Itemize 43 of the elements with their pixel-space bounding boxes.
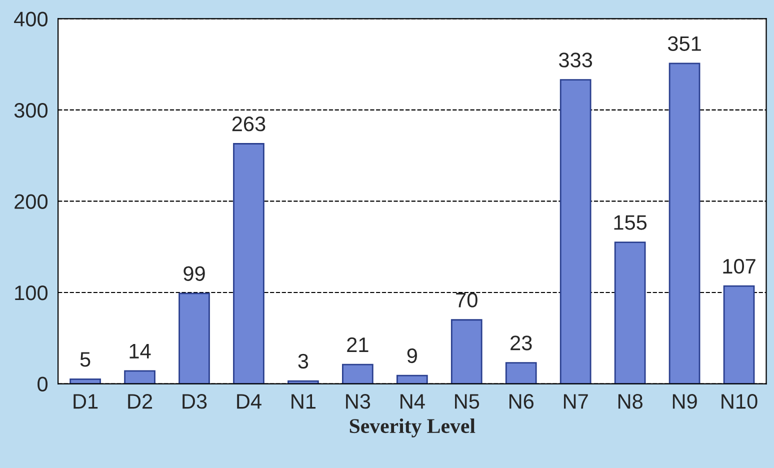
x-tick-label: N7 xyxy=(564,394,588,409)
y-tick-label: 100 xyxy=(15,286,48,300)
data-label: 3 xyxy=(298,354,308,369)
data-label: 5 xyxy=(80,352,90,367)
x-tick-label: D2 xyxy=(128,394,152,409)
bar xyxy=(668,62,700,384)
x-tick-label: N9 xyxy=(672,394,697,409)
x-tick-label: N1 xyxy=(292,394,316,409)
bar xyxy=(723,285,755,384)
x-axis-title: Severity Level xyxy=(350,418,476,438)
x-tick-label: N10 xyxy=(722,394,758,409)
bar xyxy=(233,143,264,384)
bar xyxy=(614,242,646,384)
data-label: 263 xyxy=(232,116,266,132)
x-tick-label: N8 xyxy=(618,394,642,409)
y-tick-label: 200 xyxy=(14,194,48,209)
bar xyxy=(178,292,210,384)
data-label: 21 xyxy=(347,337,368,352)
y-tick-label: 400 xyxy=(14,12,48,26)
data-label: 351 xyxy=(668,36,701,51)
x-tick-label: N4 xyxy=(400,394,425,409)
bar xyxy=(505,362,537,384)
data-label: 333 xyxy=(559,52,592,68)
bar xyxy=(450,319,482,384)
data-label: 99 xyxy=(184,266,205,281)
x-tick-label: N5 xyxy=(455,394,480,409)
data-label: 107 xyxy=(723,258,756,274)
y-tick-label: 300 xyxy=(14,102,48,118)
data-label: 155 xyxy=(614,215,647,230)
data-label: 70 xyxy=(456,292,478,308)
x-tick-label: D3 xyxy=(182,394,207,409)
bar xyxy=(396,374,428,384)
bar xyxy=(124,370,156,384)
x-tick-label: D1 xyxy=(74,394,98,409)
data-label: 9 xyxy=(407,348,417,364)
data-label: 14 xyxy=(130,344,151,358)
x-tick-label: D4 xyxy=(237,394,262,409)
x-tick-label: N6 xyxy=(510,394,534,409)
y-tick-label: 0 xyxy=(38,376,48,392)
bar xyxy=(560,79,592,384)
bar xyxy=(342,364,374,384)
x-tick-label: N3 xyxy=(346,394,370,409)
data-label: 23 xyxy=(510,336,532,350)
